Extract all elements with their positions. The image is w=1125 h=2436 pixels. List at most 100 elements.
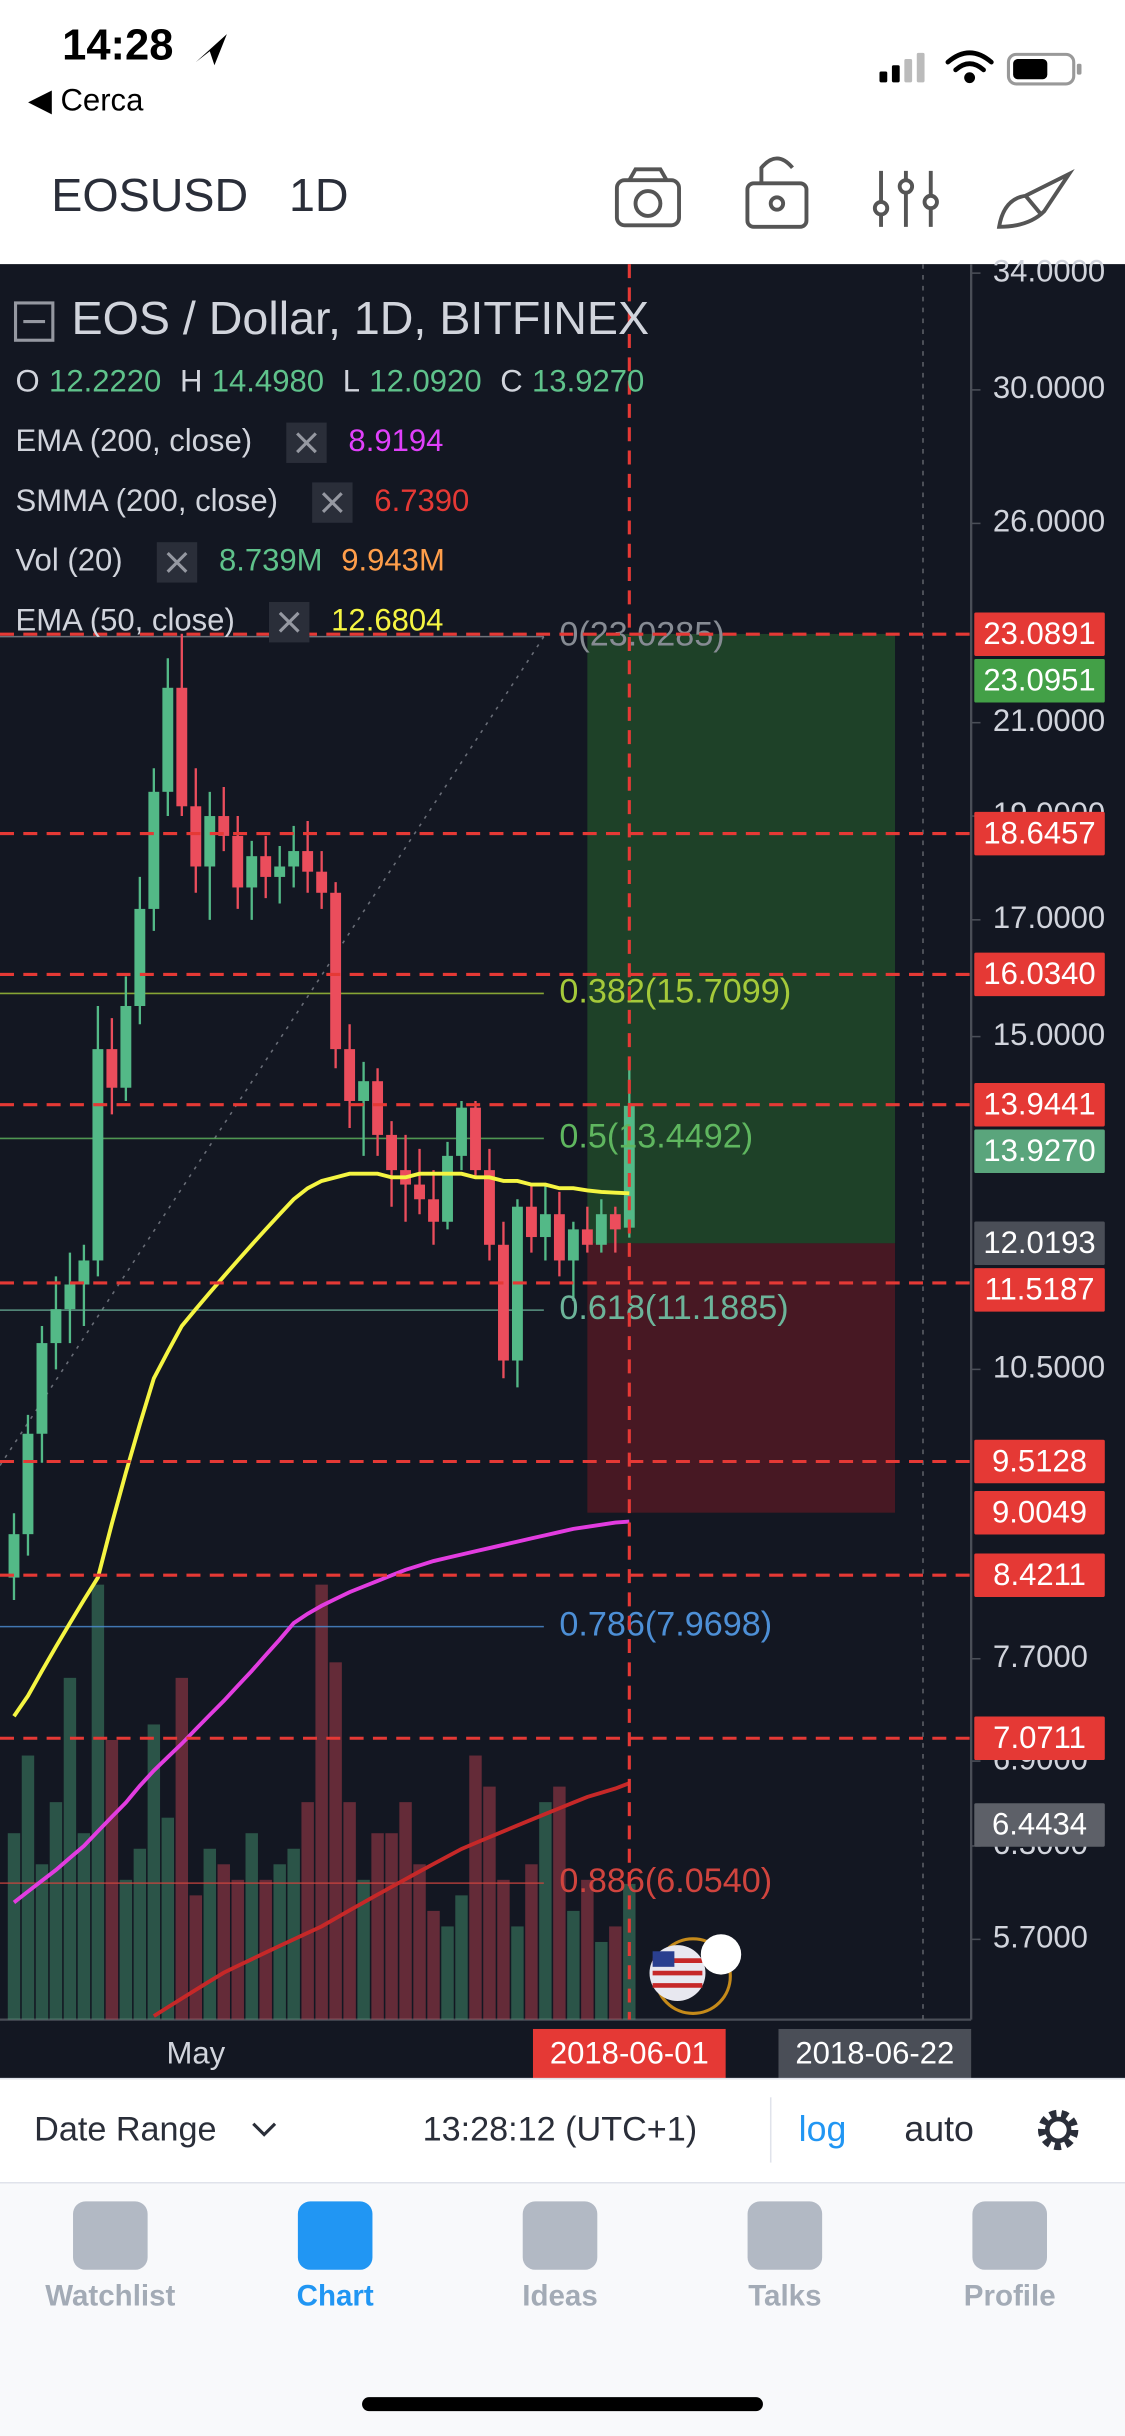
ohlc-key: O (16, 364, 40, 399)
price-badge-label: 13.9441 (983, 1086, 1095, 1121)
candle-body (498, 1244, 509, 1361)
price-badge (974, 952, 1105, 997)
volume-bar (609, 1926, 622, 2020)
tab-icon[interactable] (522, 2201, 598, 2270)
ohlc-key: C (500, 364, 522, 399)
camera-button[interactable] (614, 167, 681, 228)
price-badge (974, 1221, 1105, 1266)
volume-bar (7, 1833, 21, 2020)
volume-bar (511, 1926, 524, 2020)
indicator-name: EMA (200, close) (16, 423, 253, 458)
battery-icon (1006, 52, 1082, 86)
fib-level-label: 0.5(13.4492) (559, 1117, 753, 1155)
volume-bar (49, 1802, 63, 2020)
indicator-name: SMMA (200, close) (16, 483, 278, 518)
candle-body (22, 1433, 34, 1535)
back-link[interactable]: ◀ Cerca (28, 83, 144, 118)
log-toggle[interactable]: log (799, 2109, 847, 2149)
symbol[interactable]: EOSUSD (51, 169, 248, 221)
tab-label[interactable]: Talks (748, 2280, 821, 2313)
tab-icon[interactable] (747, 2201, 823, 2270)
clock[interactable]: 13:28:12 (UTC+1) (423, 2111, 697, 2149)
candle-body (358, 1081, 370, 1101)
price-badge (974, 1129, 1105, 1174)
date-range-button[interactable]: Date Range (34, 2111, 216, 2149)
candle-body (64, 1284, 76, 1310)
y-tick-label: 7.7000 (993, 1639, 1088, 1674)
volume-bar (259, 1879, 272, 2020)
drawing-button[interactable] (996, 168, 1075, 229)
tab-icon[interactable] (972, 2201, 1047, 2270)
candle-body (274, 866, 286, 877)
y-tick-label: 17.0000 (993, 900, 1105, 935)
collapse-legend[interactable] (13, 301, 55, 342)
candle-body (553, 1214, 565, 1261)
volume-bar (371, 1833, 384, 2020)
price-badge-label: 12.0193 (983, 1225, 1095, 1260)
tab-label[interactable]: Chart (297, 2280, 374, 2313)
news-badge[interactable] (649, 1934, 742, 2015)
price-badge (974, 1553, 1105, 1597)
volume-bar (147, 1724, 161, 2020)
candle-body (372, 1081, 384, 1135)
indicator-remove-x (166, 551, 188, 573)
volume-bar (595, 1941, 608, 2020)
volume-bar (231, 1879, 244, 2020)
x-tick-label: May (166, 2036, 225, 2071)
candle-body (539, 1214, 551, 1238)
volume-bar (357, 1879, 370, 2020)
price-badge-label: 11.5187 (985, 1272, 1095, 1307)
price-badge-label: 23.0951 (983, 663, 1095, 698)
tab-label[interactable]: Ideas (522, 2280, 597, 2313)
indicators-button[interactable] (872, 170, 939, 227)
date-range-chevron (252, 2122, 277, 2137)
price-badge (974, 612, 1105, 656)
ohlc-value: 12.0920 (369, 364, 481, 399)
auto-toggle[interactable]: auto (904, 2109, 974, 2149)
indicator-name: EMA (50, close) (16, 602, 235, 637)
candle-body (260, 856, 272, 877)
candle-body (246, 856, 258, 888)
volume-bar (133, 1848, 147, 2020)
y-tick-label: 34.0000 (993, 253, 1105, 288)
candle-body (134, 908, 146, 1007)
price-badge (974, 811, 1105, 856)
wifi-icon (945, 50, 994, 84)
price-badge (974, 1803, 1105, 1847)
volume-bar (189, 1895, 203, 2020)
candle-body (442, 1155, 453, 1222)
volume-bar (581, 1879, 594, 2020)
volume-bar (217, 1864, 230, 2020)
indicator-value: 8.739M (219, 543, 323, 578)
fib-level-label: 0.382(15.7099) (559, 972, 791, 1010)
candle-body (567, 1229, 579, 1261)
price-badge-label: 16.0340 (983, 956, 1095, 991)
position-profit-zone (587, 633, 896, 1244)
candle-body (162, 687, 174, 792)
indicator-value: 9.943M (341, 543, 445, 578)
candle-body (78, 1260, 90, 1285)
ohlc-value: 14.4980 (212, 364, 324, 399)
volume-bar (105, 1740, 119, 2020)
volume-bar (119, 1879, 133, 2020)
candle-body (470, 1107, 481, 1171)
lock-button[interactable] (745, 156, 809, 229)
indicator-value: 12.6804 (331, 602, 443, 637)
tab-label[interactable]: Watchlist (45, 2280, 175, 2313)
x-tick-label: 2018-06-22 (795, 2036, 954, 2071)
x-tick-label: 2018-06-01 (550, 2036, 709, 2071)
volume-bar (315, 1584, 328, 2020)
tab-label[interactable]: Profile (964, 2280, 1056, 2313)
candle-body (581, 1229, 593, 1245)
tab-icon[interactable] (297, 2201, 373, 2270)
interval[interactable]: 1D (289, 169, 349, 221)
settings-button[interactable] (1037, 2109, 1079, 2151)
tab-icon[interactable] (73, 2201, 148, 2270)
ohlc-key: L (343, 364, 360, 399)
price-badge-label: 6.4434 (992, 1807, 1087, 1842)
fib-trend-line (0, 636, 545, 1466)
volume-bar (553, 1786, 566, 2020)
location-arrow (195, 34, 227, 66)
candle-body (36, 1343, 48, 1434)
